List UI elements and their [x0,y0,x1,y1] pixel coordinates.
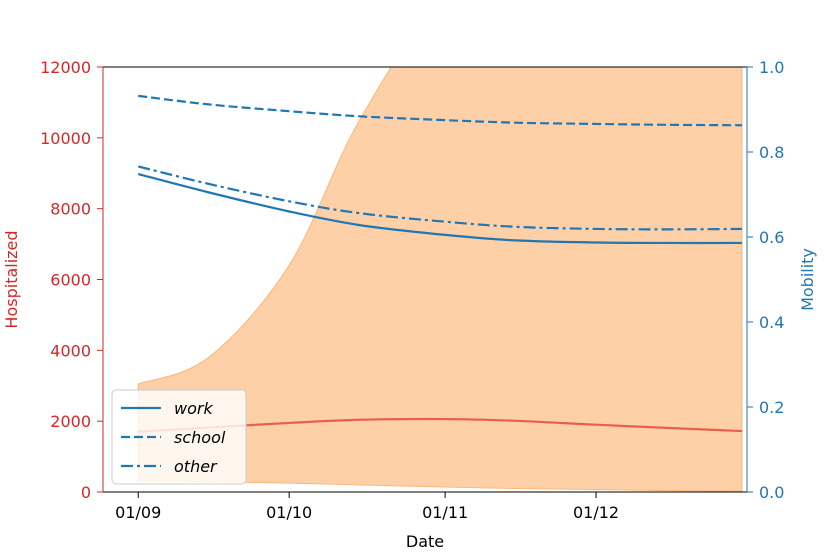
series-line-other [137,165,742,231]
legend-box [111,389,247,485]
right-y-tick-label: 0.2 [759,398,784,417]
x-tick-label: 01/10 [266,503,312,522]
left-y-tick-label: 6000 [50,271,91,290]
left-y-tick-label: 4000 [50,341,91,360]
right-y-tick-label: 0.4 [759,313,784,332]
legend-label-work: work [174,399,213,418]
right-y-axis-title: Mobility [798,248,817,311]
left-y-tick-label: 0 [81,483,91,502]
series-line-school [138,94,742,127]
right-y-tick-label: 1.0 [759,58,784,77]
confidence-band-layer [137,67,743,492]
right-y-tick-label: 0.8 [759,143,784,162]
legend-label-other: other [174,457,218,476]
series-line-work [137,173,742,245]
legend-label-school: school [174,428,226,447]
left-y-tick-label: 10000 [40,129,91,148]
right-y-tick-label: 0.6 [759,228,784,247]
x-tick-label: 01/11 [422,503,468,522]
left-y-tick-label: 12000 [40,58,91,77]
right-y-tick-label: 0.0 [759,483,784,502]
left-y-tick-label: 8000 [50,200,91,219]
hospitalized-confidence-band [137,67,743,492]
x-axis-title: Date [406,532,444,551]
left-y-axis-title: Hospitalized [2,230,21,328]
legend: work school other [111,389,247,485]
x-tick-label: 01/09 [115,503,161,522]
axes-layer: 01/09 01/10 01/11 01/12 0 2000 4000 6000 8000 100… [2,58,817,551]
left-y-tick-label: 2000 [50,412,91,431]
x-tick-label: 01/12 [573,503,619,522]
